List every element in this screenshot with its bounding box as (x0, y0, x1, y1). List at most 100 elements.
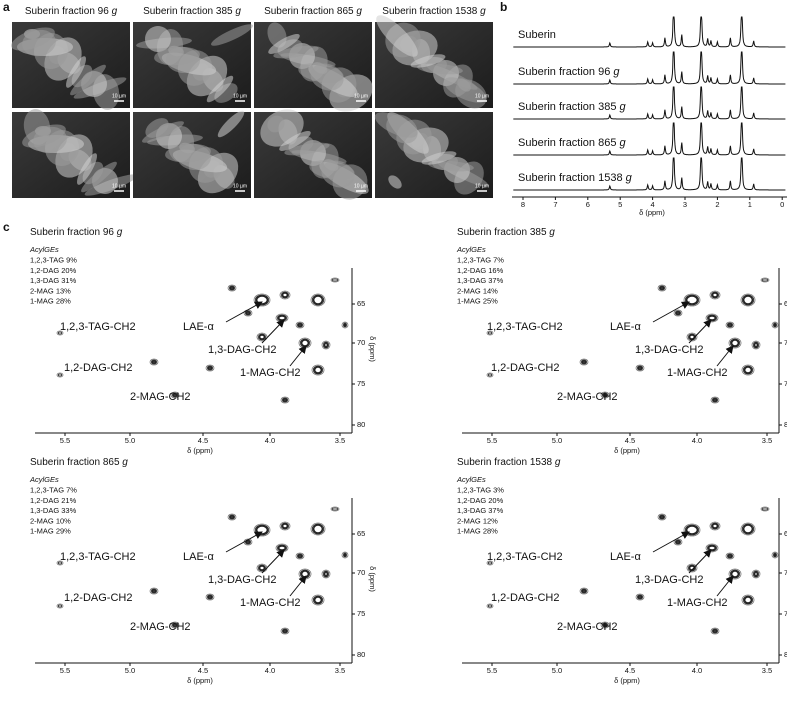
composition-line: 1,2-DAG 21% (30, 496, 77, 505)
contour (57, 373, 63, 377)
title-unit: g (480, 6, 486, 17)
annotation: 1,3-DAG-CH2 (208, 344, 276, 356)
x-tick-label: 4.5 (625, 666, 635, 675)
plot-title: Suberin fraction 1538 g (457, 457, 561, 468)
contour (343, 323, 347, 327)
contour (579, 587, 589, 595)
annotation: LAE-α (610, 551, 641, 563)
contour (207, 366, 213, 370)
title-unit: g (613, 66, 620, 78)
contour (761, 507, 769, 511)
panel-letter: c (3, 220, 10, 234)
contour (313, 596, 323, 604)
annotation-arrow (652, 301, 690, 323)
x-tick-label: 5.5 (487, 436, 497, 445)
x-tick-label: 8 (521, 200, 525, 209)
contour (323, 342, 329, 348)
x-tick-label: 4.5 (625, 436, 635, 445)
contour (57, 604, 63, 608)
composition-line: 2-MAG 12% (457, 516, 498, 525)
contour (709, 290, 721, 300)
sem-texture (421, 151, 457, 165)
contour (57, 561, 63, 565)
annotation: 1,2-DAG-CH2 (64, 362, 132, 374)
contour (635, 593, 645, 601)
acyl-title: AcylGEs (456, 475, 486, 484)
contour (280, 522, 290, 530)
y-tick-label: 80 (784, 650, 787, 659)
y-tick-label: 65 (357, 529, 365, 538)
contour (170, 391, 180, 399)
sem-texture (376, 15, 418, 57)
contour (637, 595, 643, 599)
contour (729, 338, 741, 348)
contour (256, 332, 268, 342)
x-tick-label: 4.5 (198, 666, 208, 675)
contour (712, 629, 718, 633)
contour (487, 373, 493, 377)
contour (741, 294, 755, 306)
contour (342, 322, 348, 328)
contour (227, 284, 237, 292)
title-unit: g (626, 172, 633, 184)
contour (280, 627, 290, 635)
contour (742, 595, 754, 605)
title-unit: g (235, 6, 241, 17)
spectrum-label: Suberin fraction 1538 g (518, 172, 633, 184)
composition-line: 1,2-DAG 20% (30, 266, 77, 275)
x-tick-label: 4.0 (265, 666, 275, 675)
contour (710, 291, 720, 299)
title-name: Suberin fraction 385 (518, 101, 616, 113)
contour (752, 341, 760, 349)
contour (56, 560, 64, 566)
y-tick-label: 75 (357, 379, 365, 388)
annotation: 1-MAG-CH2 (240, 367, 301, 379)
composition-line: 1,2-DAG 16% (457, 266, 504, 275)
x-tick-label: 5.0 (552, 666, 562, 675)
contour (673, 309, 683, 317)
x-tick-label: 6 (586, 200, 590, 209)
sem-texture (22, 124, 66, 148)
annotation: LAE-α (183, 321, 214, 333)
contour (300, 339, 310, 347)
annotation: 1,2,3-TAG-CH2 (60, 551, 136, 563)
contour (245, 540, 251, 544)
contour (281, 628, 289, 634)
contour (707, 545, 717, 551)
plot-title: Suberin fraction 96 g (30, 227, 123, 238)
contour (310, 293, 326, 307)
contour (297, 323, 303, 327)
contour (675, 311, 681, 315)
y-axis-label: δ (ppm) (368, 566, 377, 592)
composition-line: 2-MAG 14% (457, 286, 498, 295)
contour (712, 398, 718, 402)
column-label: Suberin fraction 385 g (143, 6, 241, 17)
sem-texture (66, 56, 86, 88)
title-name: Suberin fraction 865 (264, 6, 354, 17)
contour (150, 588, 158, 594)
title-name: Suberin (518, 29, 556, 41)
contour (281, 397, 289, 403)
contour (580, 588, 588, 594)
contour (602, 623, 608, 627)
contour (706, 544, 718, 552)
y-tick-label: 70 (784, 568, 787, 577)
title-name: Suberin fraction 1538 (382, 6, 478, 17)
contour (151, 589, 157, 593)
annotation-arrow (261, 319, 285, 344)
annotation: 1-MAG-CH2 (667, 367, 728, 379)
contour (205, 364, 215, 372)
x-tick-label: 3.5 (762, 436, 772, 445)
contour (726, 553, 734, 559)
composition-line: 1,3-DAG 37% (457, 506, 504, 515)
x-tick-label: 5 (618, 200, 622, 209)
contour (311, 594, 325, 606)
annotation: 1,2,3-TAG-CH2 (60, 321, 136, 333)
title-unit: g (620, 101, 627, 113)
contour (685, 295, 699, 305)
annotation: LAE-α (610, 321, 641, 333)
annotation: 1,2,3-TAG-CH2 (487, 551, 563, 563)
y-tick-label: 65 (357, 299, 365, 308)
contour (330, 277, 340, 283)
